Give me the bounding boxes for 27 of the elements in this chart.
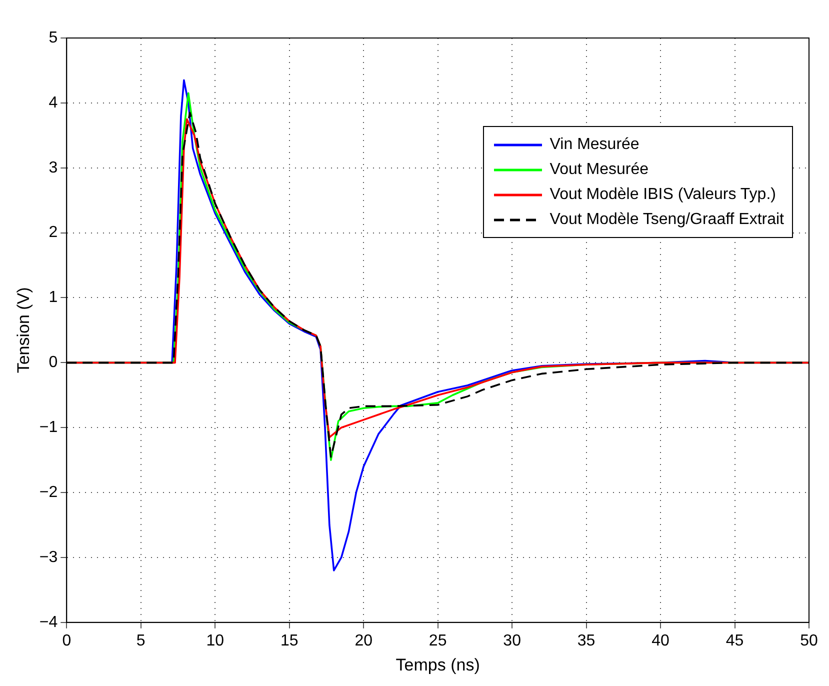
y-tick-label: 5 bbox=[48, 29, 58, 46]
x-tick-label: 40 bbox=[652, 632, 670, 650]
x-tick-label: 10 bbox=[206, 632, 224, 650]
legend-label: Vout Modèle IBIS (Valeurs Typ.) bbox=[550, 186, 776, 204]
y-tick-label: −1 bbox=[39, 419, 58, 436]
x-tick-label: 20 bbox=[354, 632, 373, 650]
x-tick-label: 30 bbox=[503, 632, 522, 650]
x-tick-label: 0 bbox=[62, 632, 72, 650]
x-tick-label: 35 bbox=[577, 632, 596, 650]
y-tick-label: −3 bbox=[39, 548, 58, 566]
legend-label: Vout Modèle Tseng/Graaff Extrait bbox=[550, 210, 784, 228]
x-tick-label: 5 bbox=[136, 632, 146, 650]
x-tick-label: 45 bbox=[726, 632, 744, 650]
y-tick-label: −4 bbox=[39, 614, 58, 631]
x-tick-label: 25 bbox=[428, 632, 447, 650]
y-tick-label: 4 bbox=[48, 94, 58, 112]
y-tick-label: −2 bbox=[39, 484, 58, 501]
y-tick-label: 1 bbox=[48, 289, 58, 306]
x-tick-label: 15 bbox=[280, 632, 298, 650]
x-tick-label: 50 bbox=[800, 632, 818, 650]
y-tick-label: 2 bbox=[48, 224, 58, 242]
y-tick-label: 0 bbox=[48, 354, 58, 372]
legend-label: Vout Mesurée bbox=[550, 160, 649, 178]
y-axis-title: Tension (V) bbox=[14, 287, 33, 374]
legend-label: Vin Mesurée bbox=[550, 136, 640, 154]
x-axis-title: Temps (ns) bbox=[396, 655, 480, 674]
y-tick-label: 3 bbox=[48, 159, 58, 176]
